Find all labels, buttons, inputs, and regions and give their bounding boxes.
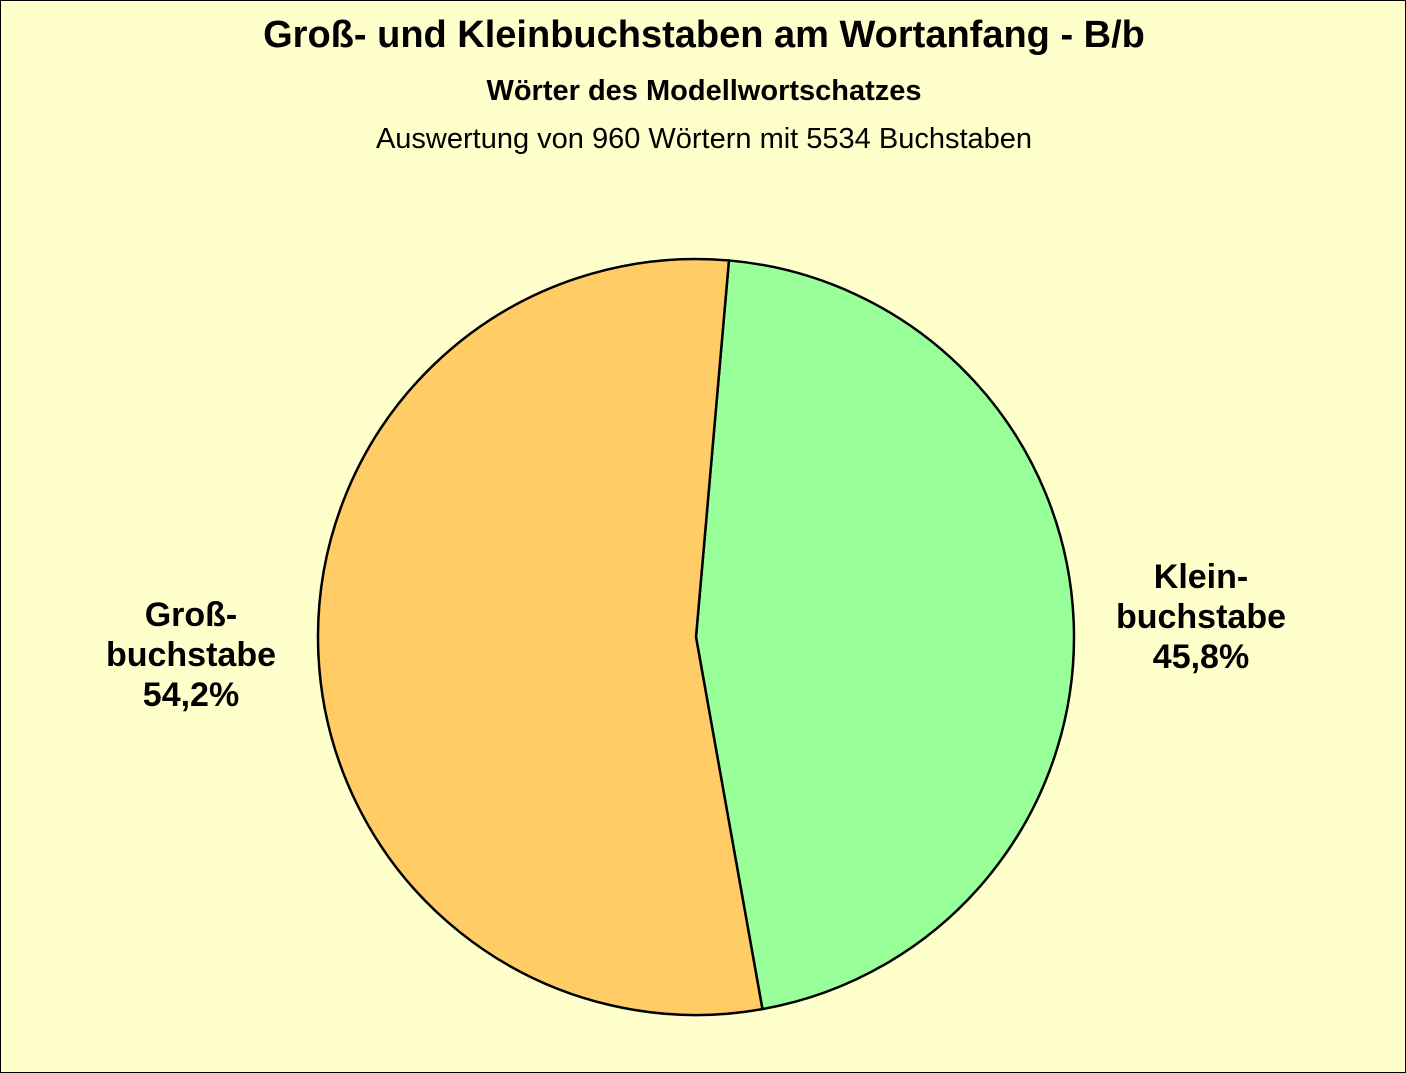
slice-value-label: 45,8%	[1152, 638, 1250, 676]
pie-slices	[316, 257, 1076, 1017]
pie-slice-kleinbuchstabe	[694, 259, 1076, 1011]
chart-subtitle: Wörter des Modellwortschatzes	[486, 75, 922, 107]
chart-title: Groß- und Kleinbuchstaben am Wortanfang …	[263, 14, 1145, 56]
slice-label-grossbuchstabe: Groß- buchstabe 54,2%	[91, 595, 291, 715]
pie-slice-grossbuchstabe	[316, 257, 764, 1017]
slice-label-line: buchstabe	[1115, 598, 1287, 636]
chart-note: Auswertung von 960 Wörtern mit 5534 Buch…	[375, 123, 1033, 155]
slice-label-line: Klein-	[1153, 558, 1249, 596]
slice-value-label: 54,2%	[142, 676, 240, 714]
slice-label-line: Groß-	[144, 596, 238, 634]
slice-label-kleinbuchstabe: Klein- buchstabe 45,8%	[1101, 557, 1301, 677]
slice-label-line: buchstabe	[105, 636, 277, 674]
